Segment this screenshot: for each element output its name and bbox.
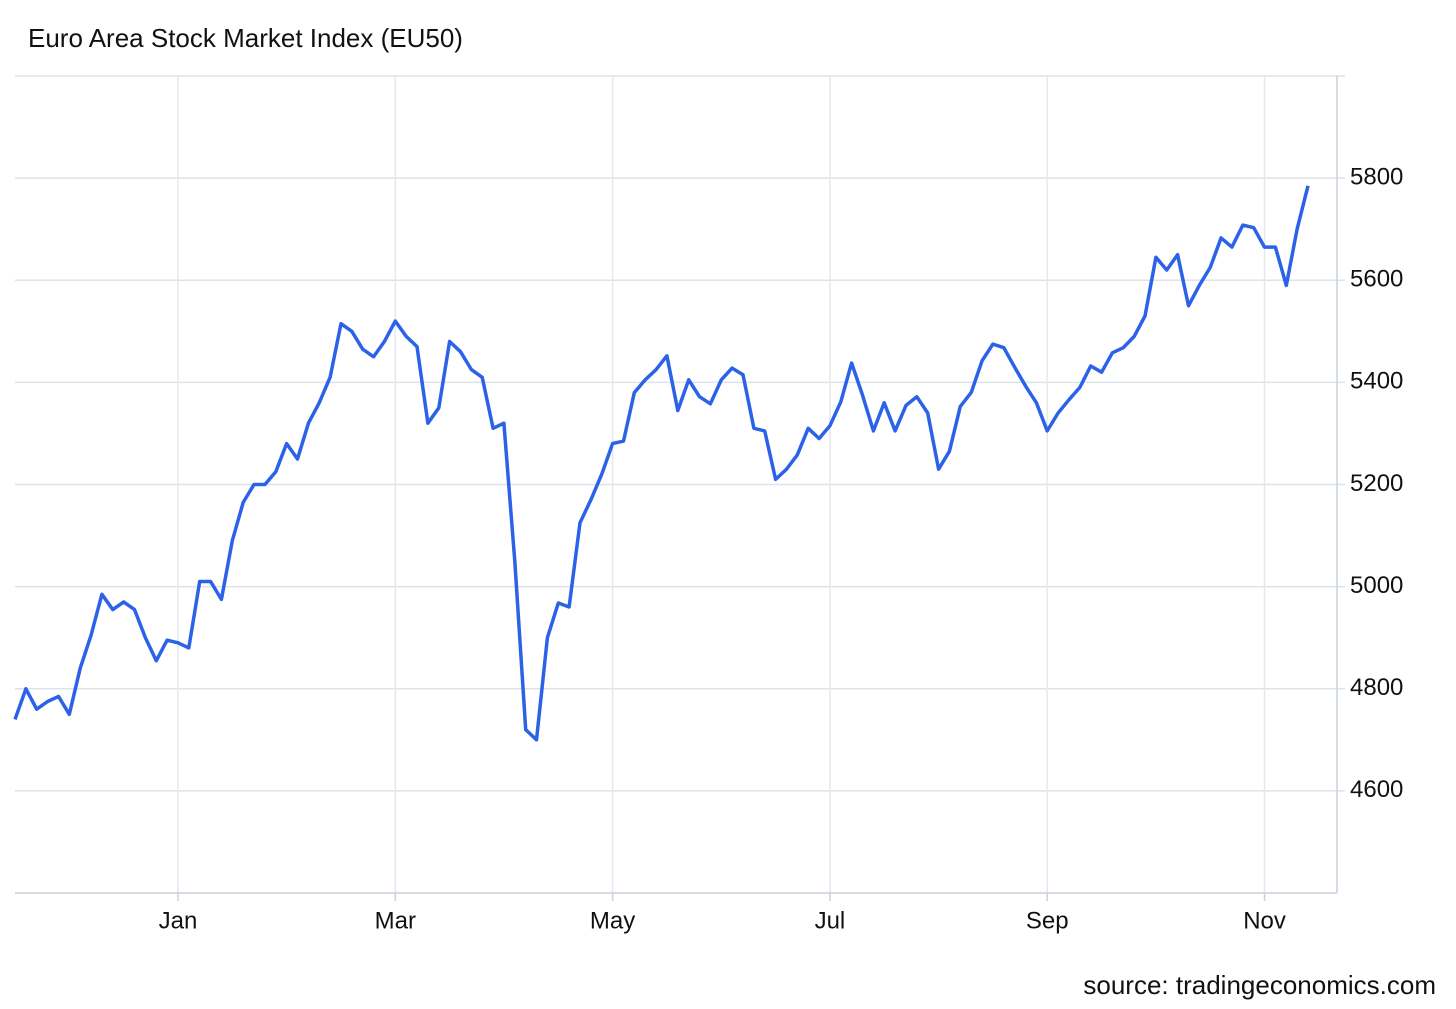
y-tick-label: 4800 bbox=[1350, 674, 1403, 701]
source-note: source: tradingeconomics.com bbox=[1083, 970, 1436, 1000]
x-tick-label: Nov bbox=[1243, 907, 1286, 934]
y-tick-label: 5400 bbox=[1350, 368, 1403, 395]
x-tick-label: Jul bbox=[815, 907, 846, 934]
x-tick-label: Mar bbox=[375, 907, 416, 934]
x-tick-label: May bbox=[590, 907, 635, 934]
y-tick-label: 5200 bbox=[1350, 470, 1403, 497]
y-tick-label: 4600 bbox=[1350, 776, 1403, 803]
data-line bbox=[13, 185, 1310, 742]
y-tick-label: 5800 bbox=[1350, 163, 1403, 190]
x-tick-label: Jan bbox=[159, 907, 198, 934]
x-tick-label: Sep bbox=[1026, 907, 1069, 934]
chart-title: Euro Area Stock Market Index (EU50) bbox=[28, 23, 463, 53]
y-tick-label: 5000 bbox=[1350, 572, 1403, 599]
y-tick-label: 5600 bbox=[1350, 266, 1403, 293]
